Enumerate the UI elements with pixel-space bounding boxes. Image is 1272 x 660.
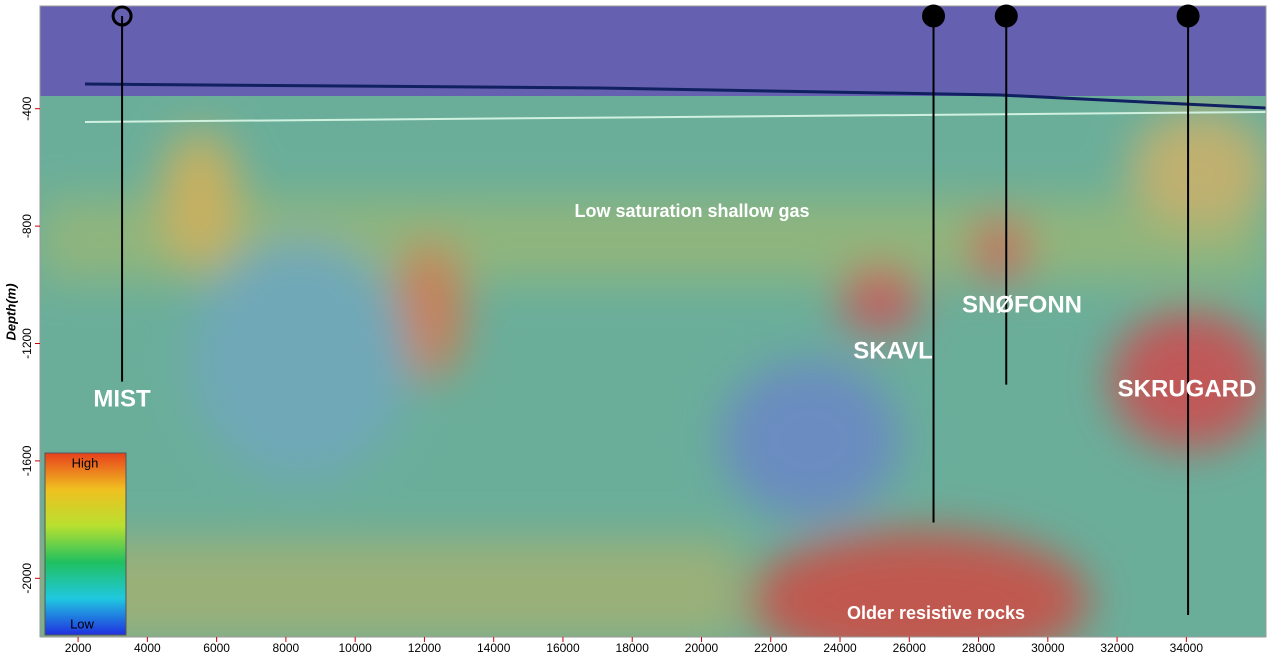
plot-frame	[39, 5, 1267, 638]
color-bar	[44, 452, 127, 636]
x-tick-label: 22000	[754, 641, 788, 655]
x-tick-label: 16000	[546, 641, 580, 655]
y-tick-label: -800	[20, 214, 34, 238]
x-tick-label: 32000	[1100, 641, 1134, 655]
well-marker	[994, 4, 1018, 28]
x-tick-label: 26000	[893, 641, 927, 655]
well-label: SKAVL	[853, 337, 933, 364]
x-tick-label: 28000	[962, 641, 996, 655]
section-image	[40, 6, 1266, 637]
y-axis-label: Depth(m)	[3, 283, 18, 340]
y-tick-label: -1600	[20, 445, 34, 476]
y-tick-label: -2000	[20, 563, 34, 594]
legend: High Low	[44, 452, 127, 636]
x-tick-label: 34000	[1170, 641, 1204, 655]
x-tick-label: 4000	[134, 641, 161, 655]
annotation: Older resistive rocks	[847, 603, 1025, 623]
well-marker	[111, 5, 133, 27]
y-tick-label: -400	[20, 96, 34, 120]
legend-high: High	[72, 455, 99, 470]
well-label: SNØFONN	[962, 291, 1082, 318]
x-tick-label: 24000	[823, 641, 857, 655]
well-label: MIST	[93, 385, 151, 412]
x-tick-label: 30000	[1031, 641, 1065, 655]
well-marker	[1176, 4, 1200, 28]
x-tick-label: 20000	[685, 641, 719, 655]
x-tick-label: 10000	[338, 641, 372, 655]
well-label: SKRUGARD	[1118, 375, 1257, 402]
x-tick-label: 6000	[203, 641, 230, 655]
x-tick-label: 14000	[477, 641, 511, 655]
x-tick-label: 2000	[65, 641, 92, 655]
legend-low: Low	[70, 616, 94, 631]
annotation: Low saturation shallow gas	[574, 201, 809, 221]
x-tick-label: 12000	[408, 641, 442, 655]
y-tick-label: -1200	[20, 328, 34, 359]
well-marker	[922, 4, 946, 28]
x-tick-label: 8000	[273, 641, 300, 655]
x-tick-label: 18000	[616, 641, 650, 655]
